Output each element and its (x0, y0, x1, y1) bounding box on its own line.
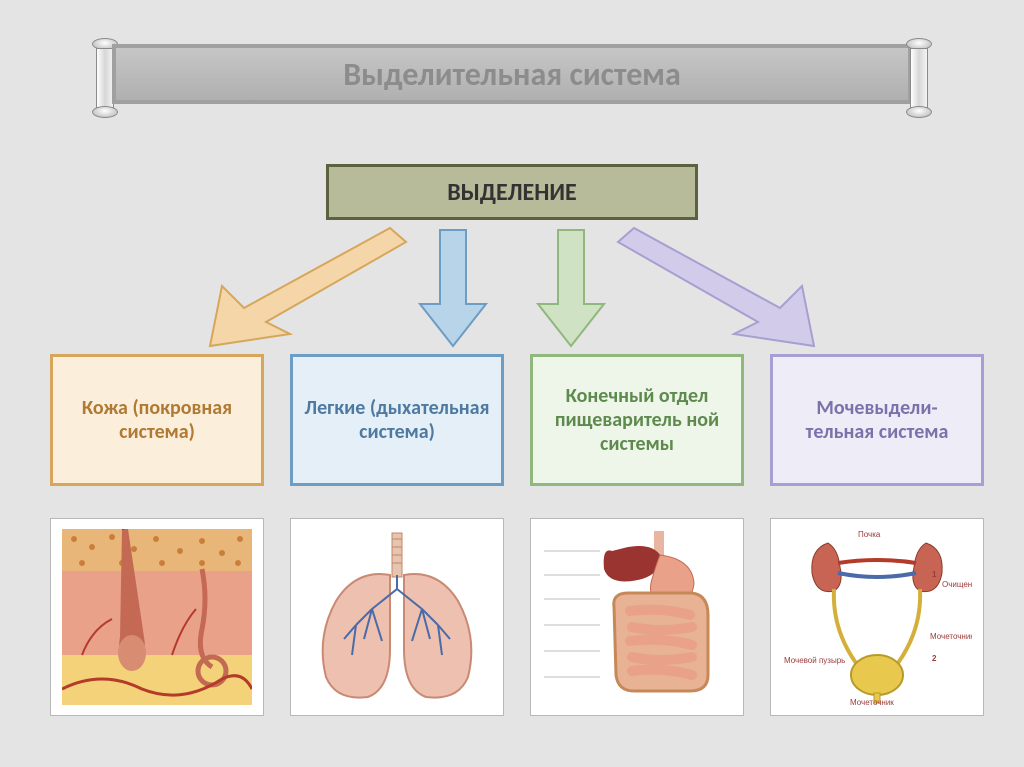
child-box-urinary: Мочевыдели- тельная система (770, 354, 984, 486)
urinary-icon: Почка 1 Очищение крови Мочеточник 2 Моче… (782, 529, 972, 705)
child-label: Мочевыдели- тельная система (781, 396, 973, 444)
root-label: ВЫДЕЛЕНИЕ (447, 178, 577, 207)
arrow-3-icon (538, 230, 604, 346)
arrow-2-icon (420, 230, 486, 346)
child-box-lungs: Легкие (дыхательная система) (290, 354, 504, 486)
child-box-digestive: Конечный отдел пищеваритель ной системы (530, 354, 744, 486)
illus-skin (50, 518, 264, 716)
arrow-4-icon (618, 228, 814, 346)
scroll-right-icon (904, 38, 934, 118)
illus-urinary: Почка 1 Очищение крови Мочеточник 2 Моче… (770, 518, 984, 716)
digestive-icon (542, 529, 732, 705)
uri-label: Почка (858, 530, 881, 539)
arrow-1-icon (210, 228, 406, 346)
uri-label: Мочевой пузырь (784, 656, 845, 665)
arrow-layer (0, 222, 1024, 352)
illustration-row: Почка 1 Очищение крови Мочеточник 2 Моче… (50, 518, 984, 716)
child-box-skin: Кожа (покровная система) (50, 354, 264, 486)
uri-label: Очищение крови (942, 580, 972, 589)
illus-lungs (290, 518, 504, 716)
child-label: Легкие (дыхательная система) (301, 396, 493, 444)
uri-label: Мочеточник (850, 698, 894, 705)
child-label: Конечный отдел пищеваритель ной системы (541, 384, 733, 456)
root-node: ВЫДЕЛЕНИЕ (326, 164, 698, 220)
uri-num: 1 (932, 570, 937, 579)
child-label: Кожа (покровная система) (61, 396, 253, 444)
skin-icon (62, 529, 252, 705)
uri-label: Мочеточник (930, 632, 972, 641)
children-row: Кожа (покровная система) Легкие (дыхател… (50, 354, 984, 486)
uri-num: 2 (932, 654, 937, 663)
title-banner: Выделительная система (90, 30, 934, 124)
title-text: Выделительная система (343, 55, 681, 94)
lungs-icon (302, 529, 492, 705)
title-bar: Выделительная система (112, 44, 912, 104)
illus-digestive (530, 518, 744, 716)
